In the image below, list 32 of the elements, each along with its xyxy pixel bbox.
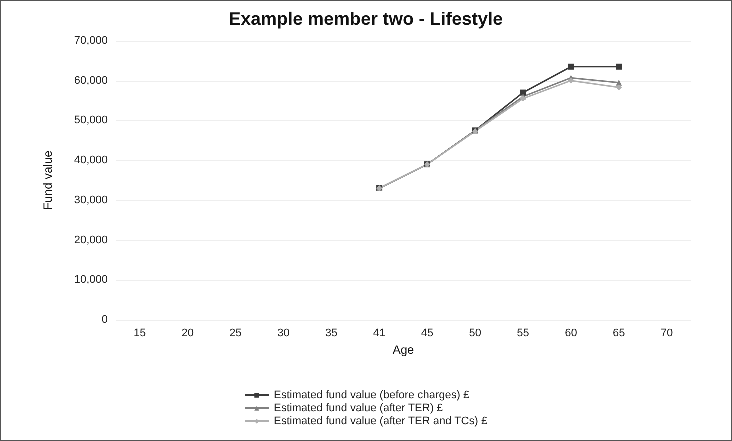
chart-title: Example member two - Lifestyle <box>228 9 504 29</box>
x-tick-label: 55 <box>517 328 530 340</box>
point <box>520 90 526 96</box>
legend-label: Estimated fund value (before charges) £ <box>274 390 470 402</box>
x-tick-label: 15 <box>134 328 146 340</box>
point <box>616 84 622 91</box>
point <box>568 64 574 70</box>
x-tick-label: 60 <box>565 328 578 340</box>
y-axis-title: Fund value <box>41 150 55 210</box>
x-tick-label: 45 <box>421 328 434 340</box>
x-tick-label: 50 <box>469 328 482 340</box>
x-tick-label: 25 <box>230 328 242 340</box>
x-axis-title: Age <box>392 342 414 357</box>
y-tick-label: 10,000 <box>74 274 108 286</box>
point <box>568 78 574 84</box>
y-tick-label: 50,000 <box>74 114 108 127</box>
point <box>616 64 622 70</box>
y-tick-label: 40,000 <box>74 154 108 167</box>
x-tick-label: 20 <box>182 328 194 340</box>
x-tick-label: 65 <box>613 328 626 340</box>
y-tick-label: 20,000 <box>74 234 108 246</box>
x-tick-label: 30 <box>278 328 290 340</box>
y-tick-label: 30,000 <box>74 194 108 206</box>
y-tick-label: 0 <box>102 314 108 326</box>
legend-label: Estimated fund value (after TER) £ <box>274 402 444 414</box>
x-tick-label: 35 <box>326 328 338 340</box>
x-tick-label: 70 <box>660 328 674 340</box>
y-tick-label: 60,000 <box>74 74 108 87</box>
y-tick-label: 70,000 <box>74 35 108 47</box>
x-tick-label: 41 <box>373 328 386 340</box>
legend-label: Estimated fund value (after TER and TCs) £ <box>274 416 488 428</box>
point <box>616 80 622 86</box>
